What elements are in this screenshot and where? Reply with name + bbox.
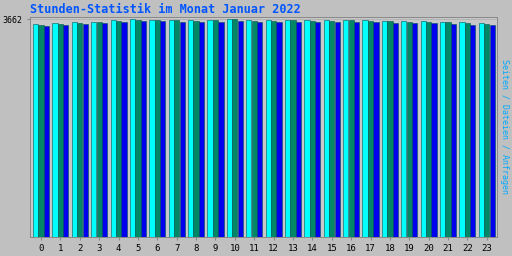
Bar xyxy=(174,20,179,237)
Bar xyxy=(479,23,484,237)
Bar xyxy=(141,21,146,237)
Bar xyxy=(155,20,160,237)
Bar xyxy=(180,22,185,237)
Bar xyxy=(296,22,301,237)
Bar xyxy=(199,22,204,237)
Bar xyxy=(489,25,495,237)
Bar xyxy=(111,20,116,237)
Bar xyxy=(33,24,38,237)
Bar xyxy=(121,22,126,237)
Bar xyxy=(188,20,194,237)
Bar xyxy=(116,21,121,237)
Bar xyxy=(77,23,82,237)
Bar xyxy=(451,24,456,237)
Bar xyxy=(207,20,212,237)
Bar xyxy=(432,23,437,237)
Bar xyxy=(232,19,238,237)
Bar xyxy=(334,22,340,237)
Bar xyxy=(257,22,262,237)
Bar xyxy=(407,22,412,237)
Bar xyxy=(238,21,243,237)
Bar xyxy=(315,22,321,237)
Bar xyxy=(362,20,368,237)
Text: Stunden-Statistik im Monat Januar 2022: Stunden-Statistik im Monat Januar 2022 xyxy=(30,3,301,16)
Bar xyxy=(72,22,77,237)
Bar xyxy=(52,23,58,237)
Bar xyxy=(324,20,329,237)
Bar xyxy=(218,22,224,237)
Bar xyxy=(373,22,378,237)
Bar xyxy=(290,20,295,237)
Bar xyxy=(38,25,44,237)
Bar xyxy=(266,20,271,237)
Bar xyxy=(304,20,310,237)
Bar xyxy=(285,20,290,237)
Bar xyxy=(354,22,359,237)
Bar xyxy=(82,24,88,237)
Bar xyxy=(213,20,218,237)
Bar xyxy=(387,21,393,237)
Bar xyxy=(44,26,49,237)
Bar xyxy=(382,20,387,237)
Y-axis label: Seiten / Dateien / Anfragen: Seiten / Dateien / Anfragen xyxy=(500,59,509,194)
Bar xyxy=(135,20,141,237)
Bar xyxy=(160,22,165,237)
Bar xyxy=(97,22,102,237)
Bar xyxy=(445,23,451,237)
Bar xyxy=(393,23,398,237)
Bar xyxy=(470,25,476,237)
Bar xyxy=(276,22,282,237)
Bar xyxy=(420,21,426,237)
Bar xyxy=(271,20,276,237)
Bar xyxy=(194,21,199,237)
Bar xyxy=(58,24,63,237)
Bar xyxy=(246,20,251,237)
Bar xyxy=(168,20,174,237)
Bar xyxy=(102,24,107,237)
Bar xyxy=(91,22,96,237)
Bar xyxy=(349,20,354,237)
Bar xyxy=(484,24,489,237)
Bar xyxy=(343,20,348,237)
Bar xyxy=(150,20,155,237)
Bar xyxy=(426,22,431,237)
Bar xyxy=(401,21,407,237)
Bar xyxy=(227,19,232,237)
Bar xyxy=(459,23,464,237)
Bar xyxy=(130,19,135,237)
Bar xyxy=(465,23,470,237)
Bar xyxy=(329,21,334,237)
Bar xyxy=(63,25,69,237)
Bar xyxy=(412,23,417,237)
Bar xyxy=(251,21,257,237)
Bar xyxy=(440,22,445,237)
Bar xyxy=(310,20,315,237)
Bar xyxy=(368,21,373,237)
